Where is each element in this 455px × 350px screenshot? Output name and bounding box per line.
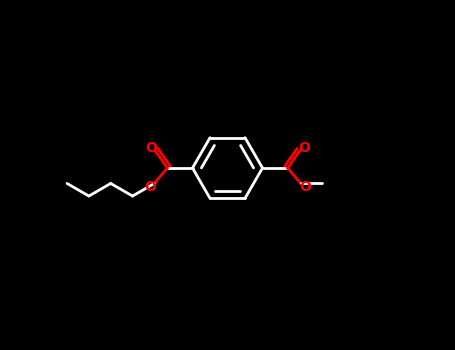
Text: O: O	[299, 180, 311, 194]
Text: O: O	[298, 141, 310, 155]
Text: O: O	[145, 141, 157, 155]
Text: O: O	[144, 180, 156, 194]
